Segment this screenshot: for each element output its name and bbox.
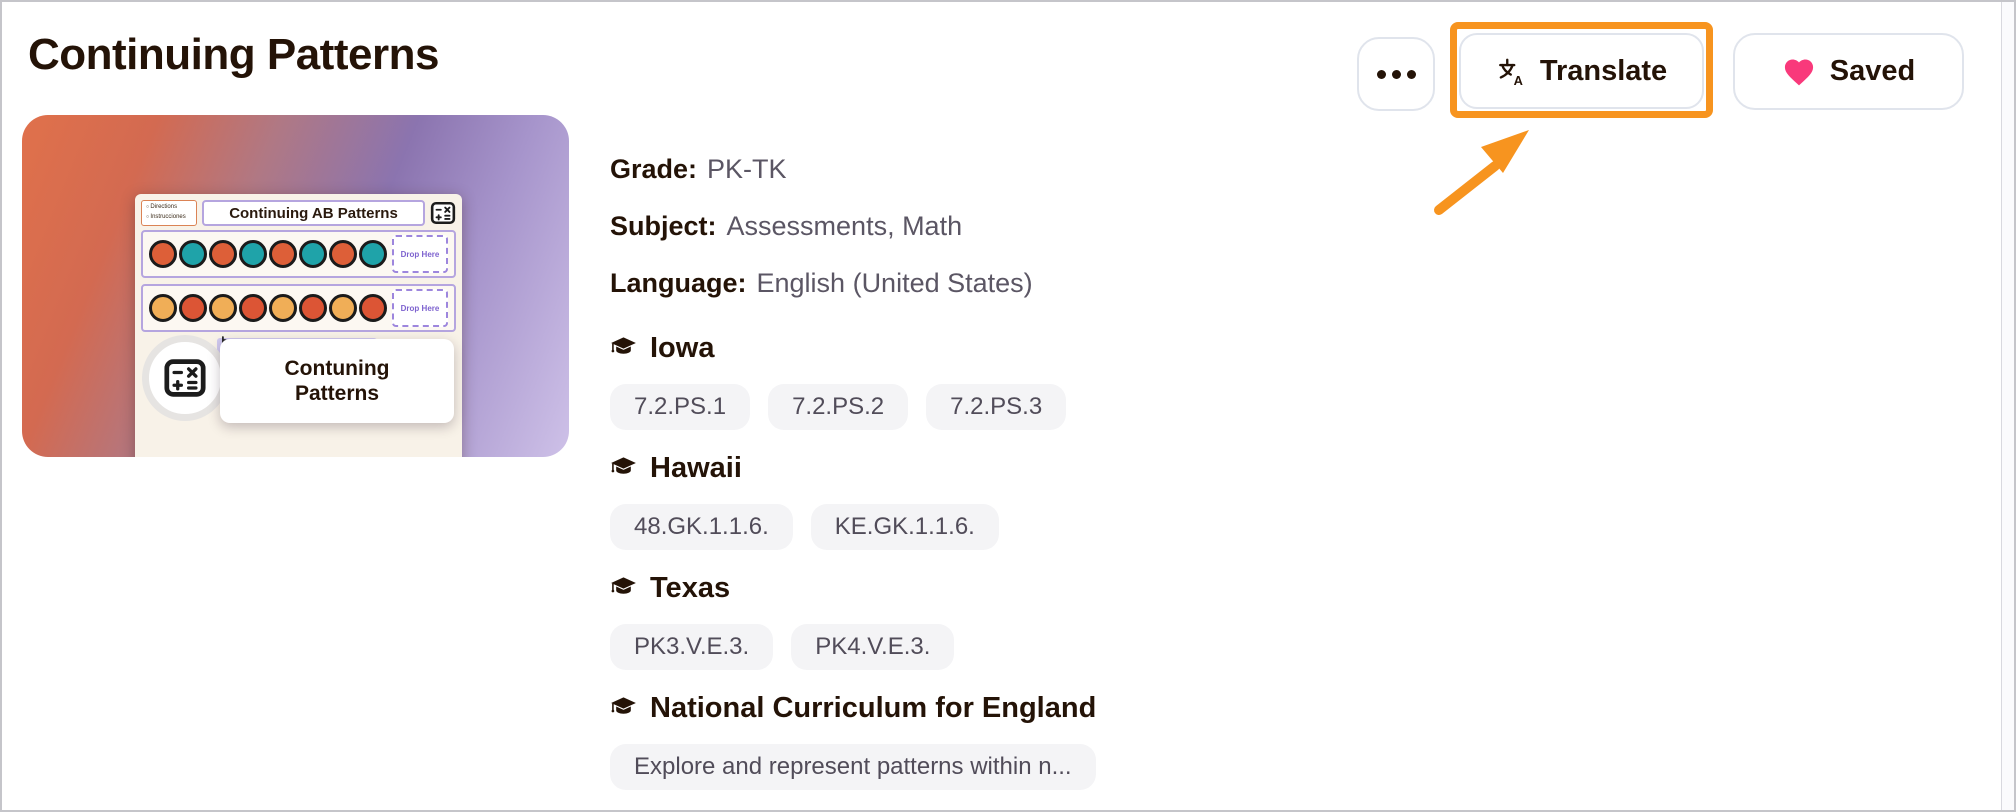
resource-thumbnail: Directions Instrucciones Continuing AB P… bbox=[22, 115, 569, 457]
pattern-circle bbox=[209, 240, 237, 268]
pattern-circle bbox=[359, 294, 387, 322]
pattern-circle bbox=[329, 240, 357, 268]
heart-icon bbox=[1784, 59, 1813, 86]
annotation-arrow-icon bbox=[1434, 130, 1529, 215]
meta-grade: Grade: PK-TK bbox=[610, 152, 1390, 186]
pattern-circle bbox=[149, 240, 177, 268]
drop-here-box: Drop Here bbox=[392, 235, 448, 273]
saved-button[interactable]: Saved bbox=[1733, 33, 1964, 110]
more-options-button[interactable] bbox=[1357, 37, 1435, 111]
directions-label: Directions bbox=[146, 203, 196, 213]
subject-value: Assessments, Math bbox=[726, 211, 963, 241]
standard-tag: 7.2.PS.3 bbox=[926, 384, 1067, 430]
standards-tags-iowa: 7.2.PS.1 7.2.PS.2 7.2.PS.3 bbox=[610, 384, 1390, 430]
pattern-circle bbox=[269, 240, 297, 268]
grade-value: PK-TK bbox=[707, 154, 787, 184]
saved-button-label: Saved bbox=[1829, 55, 1916, 87]
worksheet-directions-box: Directions Instrucciones bbox=[141, 200, 197, 226]
pattern-row-1: Drop Here bbox=[141, 230, 456, 278]
app-logo-circle bbox=[142, 335, 228, 421]
language-label: Language: bbox=[610, 268, 747, 298]
meta-language: Language: English (United States) bbox=[610, 266, 1390, 300]
vertical-scrollbar[interactable] bbox=[2001, 2, 2014, 810]
standards-tags-england: Explore and represent patterns within n.… bbox=[610, 744, 1390, 790]
standard-tag: Explore and represent patterns within n.… bbox=[610, 744, 1096, 790]
translate-icon: A bbox=[1498, 58, 1523, 86]
pattern-circle bbox=[209, 294, 237, 322]
badge-line-1: Contuning bbox=[284, 356, 390, 380]
pattern-circle bbox=[179, 294, 207, 322]
pattern-circle bbox=[179, 240, 207, 268]
graduation-cap-icon bbox=[611, 577, 636, 594]
translate-button-label: Translate bbox=[1539, 54, 1668, 87]
graduation-cap-icon bbox=[611, 697, 636, 714]
pattern-circle bbox=[239, 294, 267, 322]
calculator-icon bbox=[430, 201, 456, 225]
pattern-circle bbox=[269, 294, 297, 322]
resource-metadata: Grade: PK-TK Subject: Assessments, Math … bbox=[610, 152, 1390, 810]
standards-heading-label: Iowa bbox=[650, 331, 715, 364]
standards-heading-label: Hawaii bbox=[650, 451, 742, 484]
pattern-circle bbox=[359, 240, 387, 268]
standards-heading-hawaii: Hawaii bbox=[610, 450, 1390, 486]
drop-here-box: Drop Here bbox=[392, 289, 448, 327]
standards-heading-label: Texas bbox=[650, 571, 731, 604]
more-options-icon bbox=[1374, 69, 1419, 79]
page-title: Continuing Patterns bbox=[28, 30, 439, 79]
standard-tag: PK4.V.E.3. bbox=[791, 624, 955, 670]
svg-text:A: A bbox=[1514, 73, 1523, 86]
standards-heading-england: National Curriculum for England bbox=[610, 690, 1390, 726]
standard-tag: PK3.V.E.3. bbox=[610, 624, 774, 670]
standards-heading-iowa: Iowa bbox=[610, 330, 1390, 366]
standard-tag: 7.2.PS.1 bbox=[610, 384, 751, 430]
standard-tag: 48.GK.1.1.6. bbox=[610, 504, 793, 550]
graduation-cap-icon bbox=[611, 337, 636, 354]
standards-heading-label: National Curriculum for England bbox=[650, 691, 1097, 724]
standards-heading-texas: Texas bbox=[610, 570, 1390, 606]
translate-button[interactable]: A Translate bbox=[1459, 33, 1704, 109]
badge-line-2: Patterns bbox=[294, 382, 380, 405]
standards-list: Iowa 7.2.PS.1 7.2.PS.2 7.2.PS.3 Hawaii 4… bbox=[610, 330, 1390, 790]
grade-label: Grade: bbox=[610, 154, 698, 184]
pattern-row-2: Drop Here bbox=[141, 284, 456, 332]
pattern-circle bbox=[149, 294, 177, 322]
standard-tag: 7.2.PS.2 bbox=[768, 384, 909, 430]
meta-subject: Subject: Assessments, Math bbox=[610, 209, 1390, 243]
pattern-circle bbox=[299, 240, 327, 268]
standard-tag: KE.GK.1.1.6. bbox=[810, 504, 999, 550]
graduation-cap-icon bbox=[611, 457, 636, 474]
logo-calculator-icon bbox=[164, 359, 206, 397]
pattern-circle bbox=[239, 240, 267, 268]
subject-label: Subject: bbox=[610, 211, 717, 241]
pattern-circle bbox=[299, 294, 327, 322]
worksheet-title: Continuing AB Patterns bbox=[202, 200, 425, 226]
language-value: English (United States) bbox=[756, 268, 1033, 298]
pattern-circle bbox=[329, 294, 357, 322]
standards-tags-texas: PK3.V.E.3. PK4.V.E.3. bbox=[610, 624, 1390, 670]
standards-tags-hawaii: 48.GK.1.1.6. KE.GK.1.1.6. bbox=[610, 504, 1390, 550]
thumbnail-title-badge: Contuning Patterns bbox=[220, 339, 454, 423]
instrucciones-label: Instrucciones bbox=[146, 213, 196, 223]
